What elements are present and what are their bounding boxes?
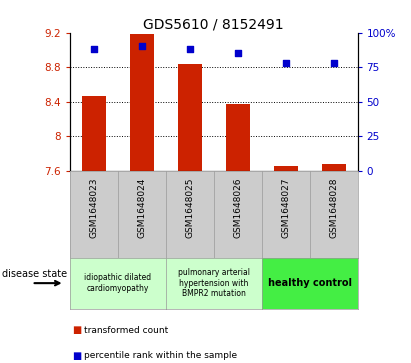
- Point: [282, 60, 289, 66]
- Point: [187, 46, 193, 52]
- Bar: [178, 64, 202, 171]
- Point: [90, 46, 97, 52]
- Bar: [274, 166, 298, 171]
- Text: disease state: disease state: [2, 269, 67, 279]
- Text: GSM1648023: GSM1648023: [89, 178, 98, 238]
- Text: ■: ■: [72, 325, 81, 335]
- Point: [330, 60, 337, 66]
- Text: healthy control: healthy control: [268, 278, 352, 288]
- Point: [234, 50, 241, 56]
- Text: pulmonary arterial
hypertension with
BMPR2 mutation: pulmonary arterial hypertension with BMP…: [178, 268, 250, 298]
- Text: ■: ■: [72, 351, 81, 361]
- Text: GSM1648024: GSM1648024: [137, 178, 146, 238]
- Bar: [130, 33, 154, 171]
- Text: GSM1648025: GSM1648025: [185, 178, 194, 238]
- Bar: [226, 104, 250, 171]
- Text: GSM1648028: GSM1648028: [329, 178, 338, 238]
- Point: [139, 44, 145, 49]
- Text: transformed count: transformed count: [84, 326, 169, 335]
- Text: GSM1648026: GSM1648026: [233, 178, 242, 238]
- Text: percentile rank within the sample: percentile rank within the sample: [84, 351, 238, 360]
- Bar: [322, 164, 346, 171]
- Title: GDS5610 / 8152491: GDS5610 / 8152491: [143, 17, 284, 32]
- Text: idiopathic dilated
cardiomyopathy: idiopathic dilated cardiomyopathy: [84, 273, 151, 293]
- Text: GSM1648027: GSM1648027: [281, 178, 290, 238]
- Bar: [82, 95, 106, 171]
